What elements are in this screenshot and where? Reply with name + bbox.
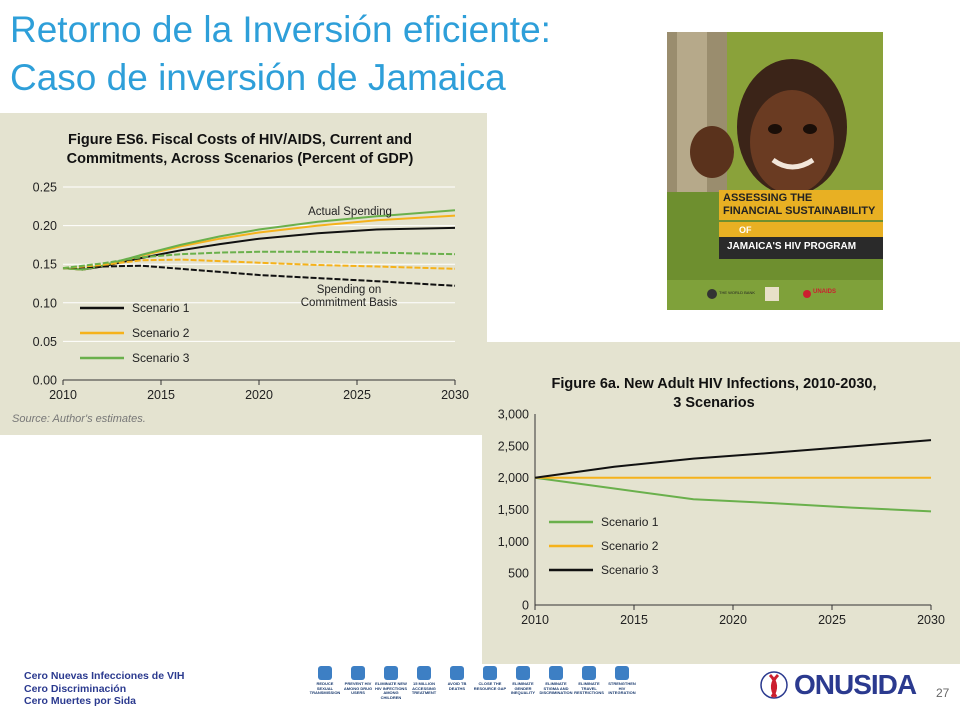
goal-icon — [384, 666, 398, 680]
y-tick-label: 0.10 — [33, 296, 57, 310]
goal-icon — [417, 666, 431, 680]
y-tick-label: 2,500 — [498, 439, 529, 453]
x-tick-label: 2020 — [245, 388, 273, 402]
series-line-scenario-3 — [534, 439, 932, 479]
chart-source-note: Source: Author's estimates. — [12, 413, 146, 425]
goal-label: PREVENT HIV AMONG DRUG USERS — [343, 681, 373, 695]
goal-item: PREVENT HIV AMONG DRUG USERS — [341, 666, 375, 706]
x-tick-label: 2015 — [620, 613, 648, 627]
goal-label: AVOID TB DEATHS — [447, 681, 467, 691]
goal-label: ELIMINATE NEW HIV INFECTIONS AMONG CHILD… — [374, 681, 407, 700]
legend-label: Scenario 2 — [132, 326, 190, 340]
series-line-scenario-1 — [534, 476, 932, 513]
onusida-logo-text: ONUSIDA — [794, 669, 917, 700]
new-infections-chart-svg: Figure 6a. New Adult HIV Infections, 201… — [498, 376, 945, 627]
footer-slogan-2: Cero Discriminación — [24, 682, 127, 695]
y-tick-label: 0.05 — [33, 335, 57, 349]
x-tick-label: 2010 — [521, 613, 549, 627]
x-tick-label: 2010 — [49, 388, 77, 402]
x-tick-label: 2025 — [343, 388, 371, 402]
fiscal-costs-chart: Figure ES6. Fiscal Costs of HIV/AIDS, Cu… — [0, 113, 487, 435]
goal-label: 15 MILLION ACCESSING TREATMENT — [411, 681, 437, 695]
goal-label: ELIMINATE GENDER INEQUALITY — [510, 681, 536, 695]
cover-title-line1: ASSESSING THE — [723, 192, 813, 204]
y-tick-label: 2,000 — [498, 471, 529, 485]
cover-title-line4: JAMAICA'S HIV PROGRAM — [727, 241, 857, 252]
x-tick-label: 2030 — [441, 388, 469, 402]
cover-worldbank-logo: THE WORLD BANK — [719, 290, 756, 295]
fiscal-costs-chart-svg: Figure ES6. Fiscal Costs of HIV/AIDS, Cu… — [12, 132, 469, 425]
onusida-logo: ONUSIDA — [758, 667, 928, 703]
goal-item: CLOSE THE RESOURCE GAP — [473, 666, 507, 706]
series-line-scenario-2 — [62, 258, 456, 270]
goal-item: ELIMINATE GENDER INEQUALITY — [506, 666, 540, 706]
series-line-scenario-2 — [62, 214, 456, 271]
goal-item: REDUCE SEXUAL TRANSMISSION — [308, 666, 342, 706]
y-tick-label: 500 — [508, 567, 529, 581]
report-cover-image: ASSESSING THE FINANCIAL SUSTAINABILITY O… — [667, 32, 883, 310]
series-line-scenario-3 — [62, 250, 456, 270]
legend-label: Scenario 3 — [132, 351, 190, 365]
goal-icon — [450, 666, 464, 680]
goal-label: STRENGTHEN HIV INTEGRATION — [608, 681, 636, 695]
goal-item: ELIMINATE NEW HIV INFECTIONS AMONG CHILD… — [374, 666, 408, 706]
chart-title-line: 3 Scenarios — [673, 395, 754, 411]
legend-label: Scenario 2 — [601, 539, 659, 553]
goal-item: AVOID TB DEATHS — [440, 666, 474, 706]
legend-label: Scenario 3 — [601, 563, 659, 577]
new-infections-chart: Figure 6a. New Adult HIV Infections, 201… — [482, 342, 960, 664]
goal-icon — [615, 666, 629, 680]
x-tick-label: 2025 — [818, 613, 846, 627]
chart-title-line: Figure 6a. New Adult HIV Infections, 201… — [551, 376, 876, 392]
footer-slogan-1: Cero Nuevas Infecciones de VIH — [24, 670, 185, 682]
goal-icon — [549, 666, 563, 680]
slide-title-line1: Retorno de la Inversión eficiente: — [10, 9, 551, 50]
y-tick-label: 0.25 — [33, 181, 57, 195]
slide-title: Retorno de la Inversión eficiente: Caso … — [10, 6, 660, 102]
footer-slogans: Cero Nuevas Infecciones de VIH Cero Disc… — [24, 670, 184, 708]
page-number: 27 — [936, 686, 950, 700]
goal-icon — [582, 666, 596, 680]
annotation-commitment-line1: Spending on — [317, 284, 382, 296]
legend-label: Scenario 1 — [132, 301, 190, 315]
y-tick-label: 1,000 — [498, 535, 529, 549]
goal-label: CLOSE THE RESOURCE GAP — [473, 681, 507, 691]
y-tick-label: 0.20 — [33, 219, 57, 233]
goal-label: ELIMINATE STIGMA AND DISCRIMINATION — [539, 681, 573, 695]
goal-label: ELIMINATE TRAVEL RESTRICTIONS — [574, 681, 604, 695]
footer-slogan-3: Cero Muertes por Sida — [24, 695, 137, 707]
x-tick-label: 2030 — [917, 613, 945, 627]
cover-title-line2: FINANCIAL SUSTAINABILITY — [723, 205, 876, 217]
goal-icon — [351, 666, 365, 680]
globe-icon — [760, 671, 788, 699]
red-ribbon-icon — [768, 673, 780, 698]
y-tick-label: 1,500 — [498, 503, 529, 517]
goal-item: ELIMINATE TRAVEL RESTRICTIONS — [572, 666, 606, 706]
goal-item: ELIMINATE STIGMA AND DISCRIMINATION — [539, 666, 573, 706]
cover-title: ASSESSING THE FINANCIAL SUSTAINABILITY — [723, 192, 883, 218]
y-tick-label: 0.00 — [33, 374, 57, 388]
legend-label: Scenario 1 — [601, 515, 659, 529]
report-cover-illustration — [667, 32, 883, 310]
goal-icon — [483, 666, 497, 680]
series-line-scenario-1 — [62, 264, 456, 287]
chart-title-line: Commitments, Across Scenarios (Percent o… — [67, 151, 414, 167]
annotation-commitment-line2: Commitment Basis — [301, 297, 398, 309]
goal-label: REDUCE SEXUAL TRANSMISSION — [309, 681, 341, 695]
cover-title-line3: OF — [739, 225, 752, 235]
cover-unaids-logo: UNAIDS — [813, 289, 837, 295]
y-tick-label: 3,000 — [498, 408, 529, 422]
y-tick-label: 0 — [522, 599, 529, 613]
onusida-logo-svg — [760, 671, 788, 699]
x-tick-label: 2020 — [719, 613, 747, 627]
goal-icon — [516, 666, 530, 680]
chart-title-line: Figure ES6. Fiscal Costs of HIV/AIDS, Cu… — [68, 132, 412, 148]
goal-item: STRENGTHEN HIV INTEGRATION — [605, 666, 639, 706]
y-tick-label: 0.15 — [33, 258, 57, 272]
slide-title-line2: Caso de inversión de Jamaica — [10, 57, 506, 98]
x-tick-label: 2015 — [147, 388, 175, 402]
annotation-actual-spending: Actual Spending — [308, 206, 392, 218]
goal-item: 15 MILLION ACCESSING TREATMENT — [407, 666, 441, 706]
goal-icon — [318, 666, 332, 680]
